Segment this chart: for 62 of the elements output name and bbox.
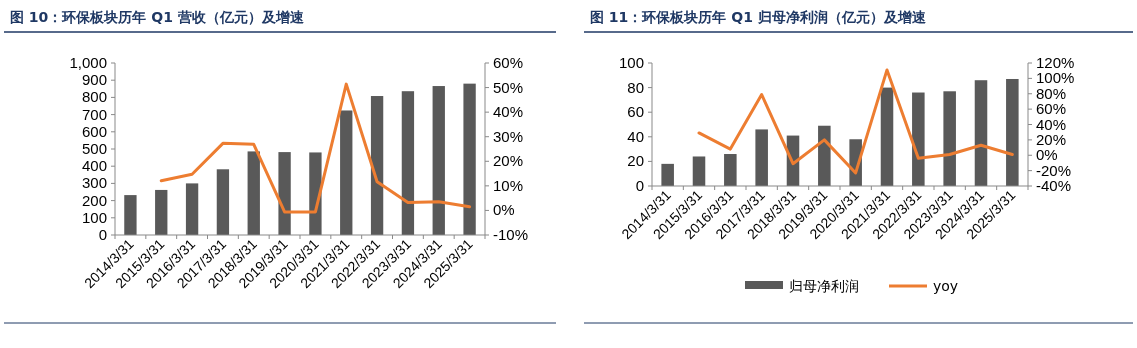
bar bbox=[943, 91, 956, 186]
y-tick-label: 200 bbox=[81, 191, 107, 209]
bar bbox=[463, 83, 476, 235]
bar bbox=[692, 156, 706, 186]
y2-tick-label: 0% bbox=[493, 201, 515, 219]
bar bbox=[185, 183, 199, 235]
y-tick-label: 300 bbox=[81, 174, 107, 192]
bar bbox=[278, 152, 291, 235]
bar bbox=[340, 110, 353, 235]
bar bbox=[880, 87, 894, 186]
y-tick-label: 100 bbox=[618, 54, 644, 71]
y2-tick-label: 40% bbox=[1036, 115, 1067, 133]
y-tick-label: 60 bbox=[627, 103, 644, 121]
line-series bbox=[697, 68, 1014, 175]
y2-tick-label: 20% bbox=[493, 152, 524, 170]
y2-tick-label: -40% bbox=[1036, 177, 1072, 194]
y2-tick-label: 120% bbox=[1036, 54, 1075, 71]
y-tick-label: 40 bbox=[627, 127, 644, 145]
bar bbox=[432, 86, 445, 235]
bar bbox=[124, 195, 137, 235]
line-series bbox=[159, 82, 472, 214]
y-tick-label: 400 bbox=[81, 157, 107, 175]
bar bbox=[912, 92, 925, 186]
y2-tick-label: 80% bbox=[1036, 84, 1067, 102]
y2-tick-label: 50% bbox=[493, 78, 524, 96]
chart-title: 图 10：环保板块历年 Q1 营收（亿元）及增速 bbox=[10, 9, 305, 25]
bar bbox=[1006, 78, 1019, 186]
y2-tick-label: -10% bbox=[493, 226, 529, 243]
y2-tick-label: 100% bbox=[1036, 69, 1075, 87]
y2-tick-label: 60% bbox=[493, 54, 524, 71]
bar bbox=[247, 151, 260, 235]
y-tick-label: 80 bbox=[627, 78, 644, 96]
y-tick-label: 900 bbox=[81, 71, 107, 89]
y2-tick-label: 0% bbox=[1036, 146, 1058, 164]
y2-tick-label: 30% bbox=[493, 127, 524, 145]
y-tick-label: 20 bbox=[627, 152, 644, 170]
y2-tick-label: 60% bbox=[1036, 100, 1067, 118]
bar bbox=[661, 163, 674, 186]
y-tick-label: 800 bbox=[81, 88, 107, 106]
legend-label: 归母净利润 bbox=[789, 278, 859, 294]
bar bbox=[818, 125, 831, 186]
y2-tick-label: 10% bbox=[493, 176, 524, 194]
bar bbox=[974, 80, 988, 186]
y-tick-label: 600 bbox=[81, 122, 107, 140]
chart-title: 图 11：环保板块历年 Q1 归母净利润（亿元）及增速 bbox=[590, 9, 927, 25]
y-tick-label: 700 bbox=[81, 105, 107, 123]
bar bbox=[216, 169, 230, 235]
y-tick-label: 500 bbox=[81, 140, 107, 157]
legend-label: yoy bbox=[933, 278, 959, 294]
bar bbox=[155, 189, 168, 235]
y2-tick-label: 40% bbox=[493, 103, 524, 121]
y2-tick-label: -20% bbox=[1036, 161, 1072, 179]
bar bbox=[724, 154, 737, 186]
bar bbox=[401, 91, 415, 235]
bar bbox=[370, 96, 384, 235]
bar bbox=[755, 129, 768, 186]
y-tick-label: 100 bbox=[81, 208, 107, 226]
y-tick-label: 1,000 bbox=[69, 54, 107, 71]
y2-tick-label: 20% bbox=[1036, 130, 1067, 148]
y-tick-label: 0 bbox=[635, 177, 644, 194]
y-tick-label: 0 bbox=[98, 226, 107, 243]
bar bbox=[309, 152, 322, 235]
